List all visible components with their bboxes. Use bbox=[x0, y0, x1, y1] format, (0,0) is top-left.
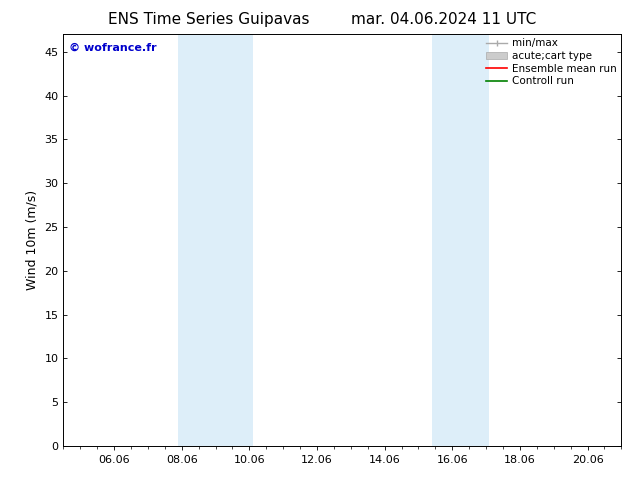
Legend: min/max, acute;cart type, Ensemble mean run, Controll run: min/max, acute;cart type, Ensemble mean … bbox=[484, 36, 619, 88]
Y-axis label: Wind 10m (m/s): Wind 10m (m/s) bbox=[26, 190, 39, 290]
Text: ENS Time Series Guipavas: ENS Time Series Guipavas bbox=[108, 12, 310, 27]
Bar bbox=[432, 34, 489, 446]
Text: mar. 04.06.2024 11 UTC: mar. 04.06.2024 11 UTC bbox=[351, 12, 536, 27]
Text: © wofrance.fr: © wofrance.fr bbox=[69, 43, 157, 52]
Bar bbox=[178, 34, 253, 446]
